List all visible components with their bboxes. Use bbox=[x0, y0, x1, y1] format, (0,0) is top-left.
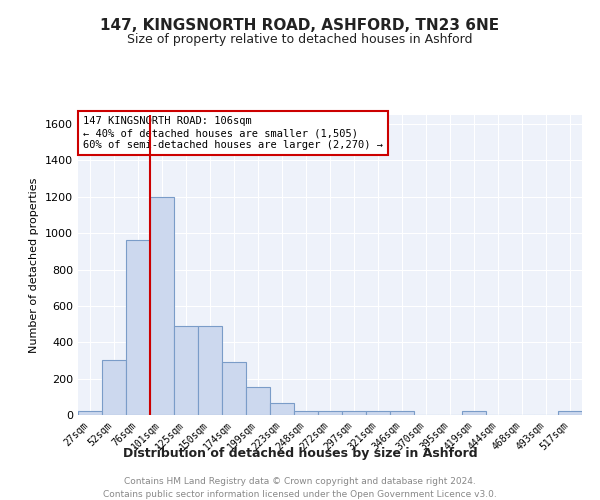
Text: Contains HM Land Registry data © Crown copyright and database right 2024.: Contains HM Land Registry data © Crown c… bbox=[124, 478, 476, 486]
Text: Contains public sector information licensed under the Open Government Licence v3: Contains public sector information licen… bbox=[103, 490, 497, 499]
Bar bbox=[78, 412, 102, 415]
Bar bbox=[390, 412, 414, 415]
Bar bbox=[222, 362, 246, 415]
Text: Size of property relative to detached houses in Ashford: Size of property relative to detached ho… bbox=[127, 32, 473, 46]
Bar bbox=[318, 412, 342, 415]
Text: 147, KINGSNORTH ROAD, ASHFORD, TN23 6NE: 147, KINGSNORTH ROAD, ASHFORD, TN23 6NE bbox=[100, 18, 500, 32]
Bar bbox=[174, 326, 198, 415]
Bar bbox=[558, 412, 582, 415]
Bar bbox=[342, 412, 366, 415]
Bar bbox=[126, 240, 150, 415]
Bar bbox=[102, 360, 126, 415]
Bar bbox=[246, 387, 270, 415]
Text: 147 KINGSNORTH ROAD: 106sqm
← 40% of detached houses are smaller (1,505)
60% of : 147 KINGSNORTH ROAD: 106sqm ← 40% of det… bbox=[83, 116, 383, 150]
Bar bbox=[270, 403, 294, 415]
Bar bbox=[366, 412, 390, 415]
Bar bbox=[462, 412, 486, 415]
Bar bbox=[294, 412, 318, 415]
Text: Distribution of detached houses by size in Ashford: Distribution of detached houses by size … bbox=[122, 448, 478, 460]
Bar bbox=[198, 326, 222, 415]
Bar bbox=[150, 197, 174, 415]
Y-axis label: Number of detached properties: Number of detached properties bbox=[29, 178, 40, 352]
